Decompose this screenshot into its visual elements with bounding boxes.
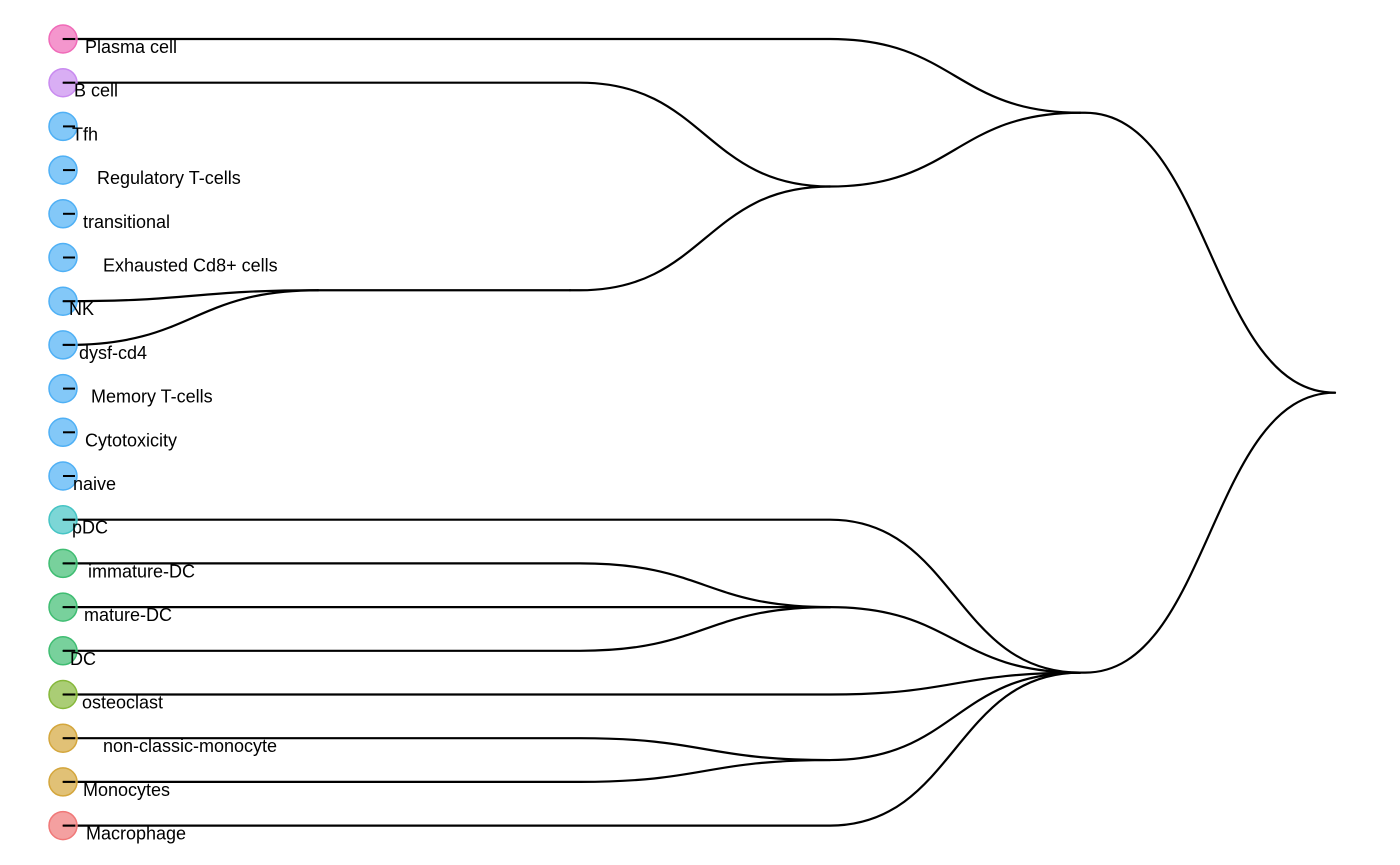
dendrogram-branch-28	[1078, 391, 1337, 674]
dendrogram-branch-16	[828, 111, 1082, 188]
leaf-2: Tfh	[48, 111, 98, 144]
leaf-9: Cytotoxicity	[48, 417, 177, 450]
dendrogram-edges	[61, 37, 1337, 827]
dendrogram-branch-22	[61, 518, 1082, 674]
leaf-6: NK	[48, 286, 94, 319]
leaf-label: Memory T-cells	[91, 387, 213, 407]
dendrogram-branch-10	[61, 289, 320, 346]
dendrogram-branch-15	[61, 37, 1082, 114]
dendrogram-branch-26	[61, 671, 1082, 827]
leaf-label: Tfh	[72, 124, 98, 144]
dendrogram-branch-21	[61, 758, 832, 783]
leaf-label: osteoclast	[82, 693, 163, 713]
dendrogram-branch-19	[61, 606, 832, 652]
leaf-label: Cytotoxicity	[85, 430, 177, 450]
leaf-label: Exhausted Cd8+ cells	[103, 256, 278, 276]
leaf-13: mature-DC	[48, 592, 172, 625]
dendrogram-branch-27	[1078, 111, 1337, 394]
dendrogram-branch-17	[61, 562, 832, 609]
leaf-7: dysf-cd4	[48, 330, 147, 363]
dendrogram-branch-14	[568, 185, 832, 292]
leaf-label: non-classic-monocyte	[103, 736, 277, 756]
dendrogram-branch-13	[61, 81, 832, 188]
leaf-label: Plasma cell	[85, 37, 177, 57]
leaf-12: immature-DC	[48, 548, 195, 581]
leaf-18: Macrophage	[48, 810, 186, 844]
leaf-15: osteoclast	[48, 679, 163, 713]
leaf-5: Exhausted Cd8+ cells	[48, 242, 278, 276]
dendrogram-branch-25	[828, 671, 1082, 762]
leaf-label: transitional	[83, 212, 170, 232]
leaf-4: transitional	[48, 199, 170, 232]
leaf-8: Memory T-cells	[48, 373, 213, 407]
dendrogram-branch-20	[61, 737, 832, 762]
leaf-label: pDC	[72, 518, 108, 538]
leaf-11: pDC	[48, 504, 108, 538]
leaf-label: DC	[70, 649, 96, 669]
leaf-10: naive	[48, 461, 116, 494]
leaf-0: Plasma cell	[48, 24, 177, 57]
leaf-3: Regulatory T-cells	[48, 155, 241, 188]
leaf-label: Monocytes	[83, 780, 170, 800]
leaf-label: Regulatory T-cells	[97, 168, 241, 188]
leaf-label: mature-DC	[84, 605, 172, 625]
leaf-label: B cell	[74, 81, 118, 101]
leaf-label: naive	[73, 474, 116, 494]
leaf-17: Monocytes	[48, 767, 170, 800]
leaf-label: immature-DC	[88, 561, 195, 581]
dendrogram-branch-9	[61, 289, 320, 303]
leaf-14: DC	[48, 636, 96, 669]
leaf-label: dysf-cd4	[79, 343, 147, 363]
leaf-label: NK	[69, 299, 94, 319]
dendrogram-branch-24	[61, 671, 1082, 696]
dendrogram-branch-23	[828, 606, 1082, 674]
leaf-label: Macrophage	[86, 824, 186, 844]
dendrogram-leaves: Plasma cell B cell Tfh Regulatory T-cells tr…	[48, 24, 278, 844]
leaf-1: B cell	[48, 67, 118, 101]
leaf-16: non-classic-monocyte	[48, 723, 277, 756]
